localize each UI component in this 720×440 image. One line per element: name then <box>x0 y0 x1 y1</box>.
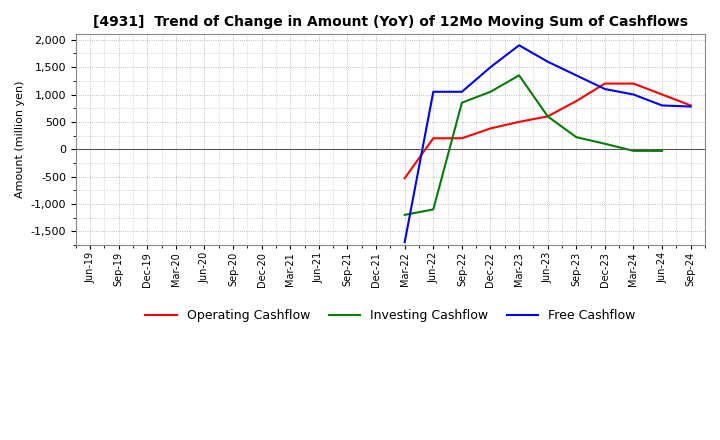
Investing Cashflow <box>458 100 467 105</box>
Operating Cashflow <box>686 103 695 108</box>
Operating Cashflow <box>458 136 467 141</box>
Operating Cashflow <box>658 92 667 97</box>
Operating Cashflow <box>515 119 523 125</box>
Investing Cashflow <box>515 73 523 78</box>
Operating Cashflow <box>400 176 409 181</box>
Free Cashflow <box>544 59 552 64</box>
Operating Cashflow <box>429 136 438 141</box>
Title: [4931]  Trend of Change in Amount (YoY) of 12Mo Moving Sum of Cashflows: [4931] Trend of Change in Amount (YoY) o… <box>93 15 688 29</box>
Free Cashflow <box>400 239 409 245</box>
Line: Free Cashflow: Free Cashflow <box>405 45 690 242</box>
Free Cashflow <box>629 92 638 97</box>
Operating Cashflow <box>629 81 638 86</box>
Investing Cashflow <box>400 212 409 217</box>
Operating Cashflow <box>486 126 495 131</box>
Investing Cashflow <box>429 207 438 212</box>
Operating Cashflow <box>572 99 580 104</box>
Y-axis label: Amount (million yen): Amount (million yen) <box>15 81 25 198</box>
Operating Cashflow <box>544 114 552 119</box>
Line: Investing Cashflow: Investing Cashflow <box>405 75 662 215</box>
Investing Cashflow <box>629 148 638 154</box>
Free Cashflow <box>486 65 495 70</box>
Investing Cashflow <box>658 148 667 154</box>
Investing Cashflow <box>600 141 609 147</box>
Free Cashflow <box>600 86 609 92</box>
Investing Cashflow <box>544 114 552 119</box>
Operating Cashflow <box>600 81 609 86</box>
Free Cashflow <box>686 104 695 109</box>
Free Cashflow <box>429 89 438 95</box>
Free Cashflow <box>572 73 580 78</box>
Legend: Operating Cashflow, Investing Cashflow, Free Cashflow: Operating Cashflow, Investing Cashflow, … <box>140 304 641 327</box>
Free Cashflow <box>515 43 523 48</box>
Free Cashflow <box>458 89 467 95</box>
Line: Operating Cashflow: Operating Cashflow <box>405 84 690 178</box>
Investing Cashflow <box>486 89 495 95</box>
Free Cashflow <box>658 103 667 108</box>
Investing Cashflow <box>572 135 580 140</box>
